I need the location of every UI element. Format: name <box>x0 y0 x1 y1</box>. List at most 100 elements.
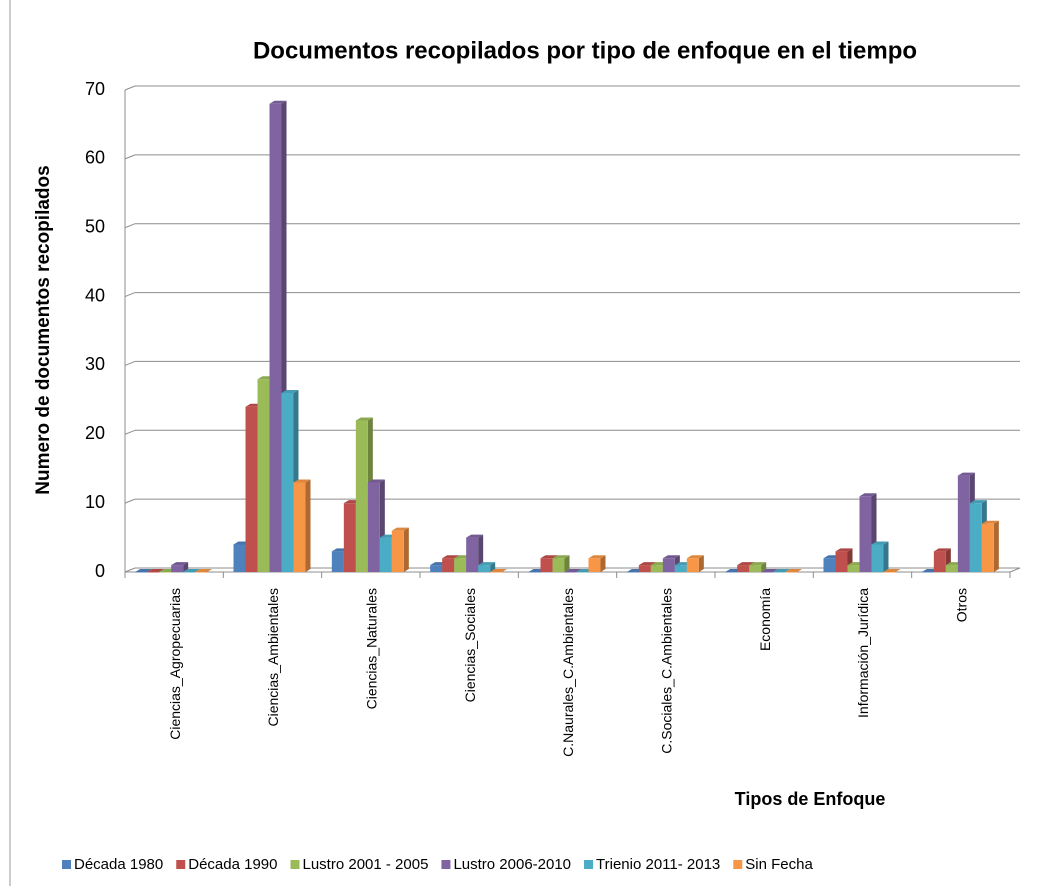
bar-top <box>540 555 558 559</box>
bar-top <box>662 555 680 559</box>
bar <box>478 565 491 572</box>
bar-top <box>442 555 460 559</box>
bar <box>257 379 270 572</box>
grid-line-side <box>124 567 136 573</box>
bar-top <box>871 541 889 545</box>
bar <box>859 496 872 572</box>
bar <box>638 565 651 572</box>
bar-top <box>367 479 385 483</box>
bar <box>379 537 392 572</box>
grid-line-side <box>124 85 136 91</box>
bar <box>269 103 282 573</box>
bar <box>490 572 503 573</box>
legend-swatch <box>441 860 451 869</box>
y-tick-label: 30 <box>85 354 105 374</box>
bar-side <box>564 555 570 572</box>
bar <box>761 572 774 573</box>
x-axis-label: Tipos de Enfoque <box>735 789 886 809</box>
y-tick-label: 10 <box>85 492 105 512</box>
bar <box>147 572 160 573</box>
grid-line-side <box>124 429 136 435</box>
bar <box>773 572 786 573</box>
bar <box>195 572 208 573</box>
x-tick-label: Ciencias_Naturales <box>364 588 380 709</box>
bar <box>883 572 896 573</box>
y-axis-label: Numero de documentos recopilados <box>33 165 54 494</box>
bar-top <box>638 562 656 566</box>
grid-line-side <box>124 154 136 160</box>
bar-top <box>749 562 767 566</box>
bar-side <box>478 534 484 572</box>
bar <box>466 537 479 572</box>
bar-top <box>564 569 582 572</box>
bar <box>540 558 553 572</box>
grid-line-side <box>124 223 136 229</box>
x-tick-label: Ciencias_Ambientales <box>265 588 281 727</box>
bar-top <box>933 548 951 552</box>
legend-label: Sin Fecha <box>745 856 813 873</box>
y-tick-label: 0 <box>95 561 105 581</box>
bar <box>281 392 294 572</box>
bar-top <box>969 500 987 504</box>
legend-swatch <box>176 860 186 869</box>
bar-top <box>183 569 201 572</box>
bar <box>737 565 750 572</box>
y-tick-label: 50 <box>85 216 105 236</box>
bar <box>686 558 699 572</box>
x-axis-side <box>1009 567 1021 573</box>
bar <box>293 482 306 572</box>
y-tick-label: 20 <box>85 423 105 443</box>
bar-side <box>490 562 496 572</box>
legend-swatch <box>733 860 743 869</box>
bar <box>442 558 455 572</box>
bar-top <box>552 555 570 559</box>
bar <box>835 551 848 572</box>
legend-swatch <box>584 860 594 869</box>
bar-side <box>698 555 704 572</box>
bar <box>564 572 577 573</box>
bar <box>945 565 958 572</box>
legend-label: Década 1980 <box>74 856 163 873</box>
bar <box>871 544 884 572</box>
bar <box>957 475 970 572</box>
x-tick-label: Ciencias_Sociales <box>462 588 478 702</box>
bar <box>847 565 860 572</box>
legend-swatch <box>62 860 71 869</box>
bar-top <box>981 520 999 524</box>
bar-top <box>883 569 901 572</box>
bar <box>552 558 565 572</box>
bar-top <box>785 569 803 572</box>
bar-top <box>147 569 165 572</box>
bar <box>331 551 344 572</box>
bar-side <box>183 562 189 572</box>
bar <box>674 565 687 572</box>
bar <box>921 572 934 573</box>
bar <box>650 565 663 572</box>
bar <box>626 572 639 573</box>
bar-top <box>478 562 496 566</box>
bar-top <box>737 562 755 566</box>
bar-top <box>466 534 484 538</box>
bar <box>367 482 380 572</box>
bar <box>391 530 404 572</box>
bar-top <box>761 569 779 572</box>
bar-top <box>171 562 189 566</box>
bar <box>662 558 675 572</box>
grid-line-side <box>124 360 136 366</box>
bar <box>159 572 172 573</box>
bar <box>933 551 946 572</box>
bar <box>171 565 184 572</box>
bar-top <box>588 555 606 559</box>
bar-top <box>773 569 791 572</box>
bar <box>343 503 356 572</box>
bar-top <box>686 555 704 559</box>
bar <box>135 572 148 573</box>
y-tick-label: 40 <box>85 285 105 305</box>
bar-top <box>490 569 508 572</box>
chart-title: Documentos recopilados por tipo de enfoq… <box>253 37 917 64</box>
bar <box>785 572 798 573</box>
bar <box>981 523 994 572</box>
bar-top <box>391 527 409 531</box>
bar <box>576 572 589 573</box>
